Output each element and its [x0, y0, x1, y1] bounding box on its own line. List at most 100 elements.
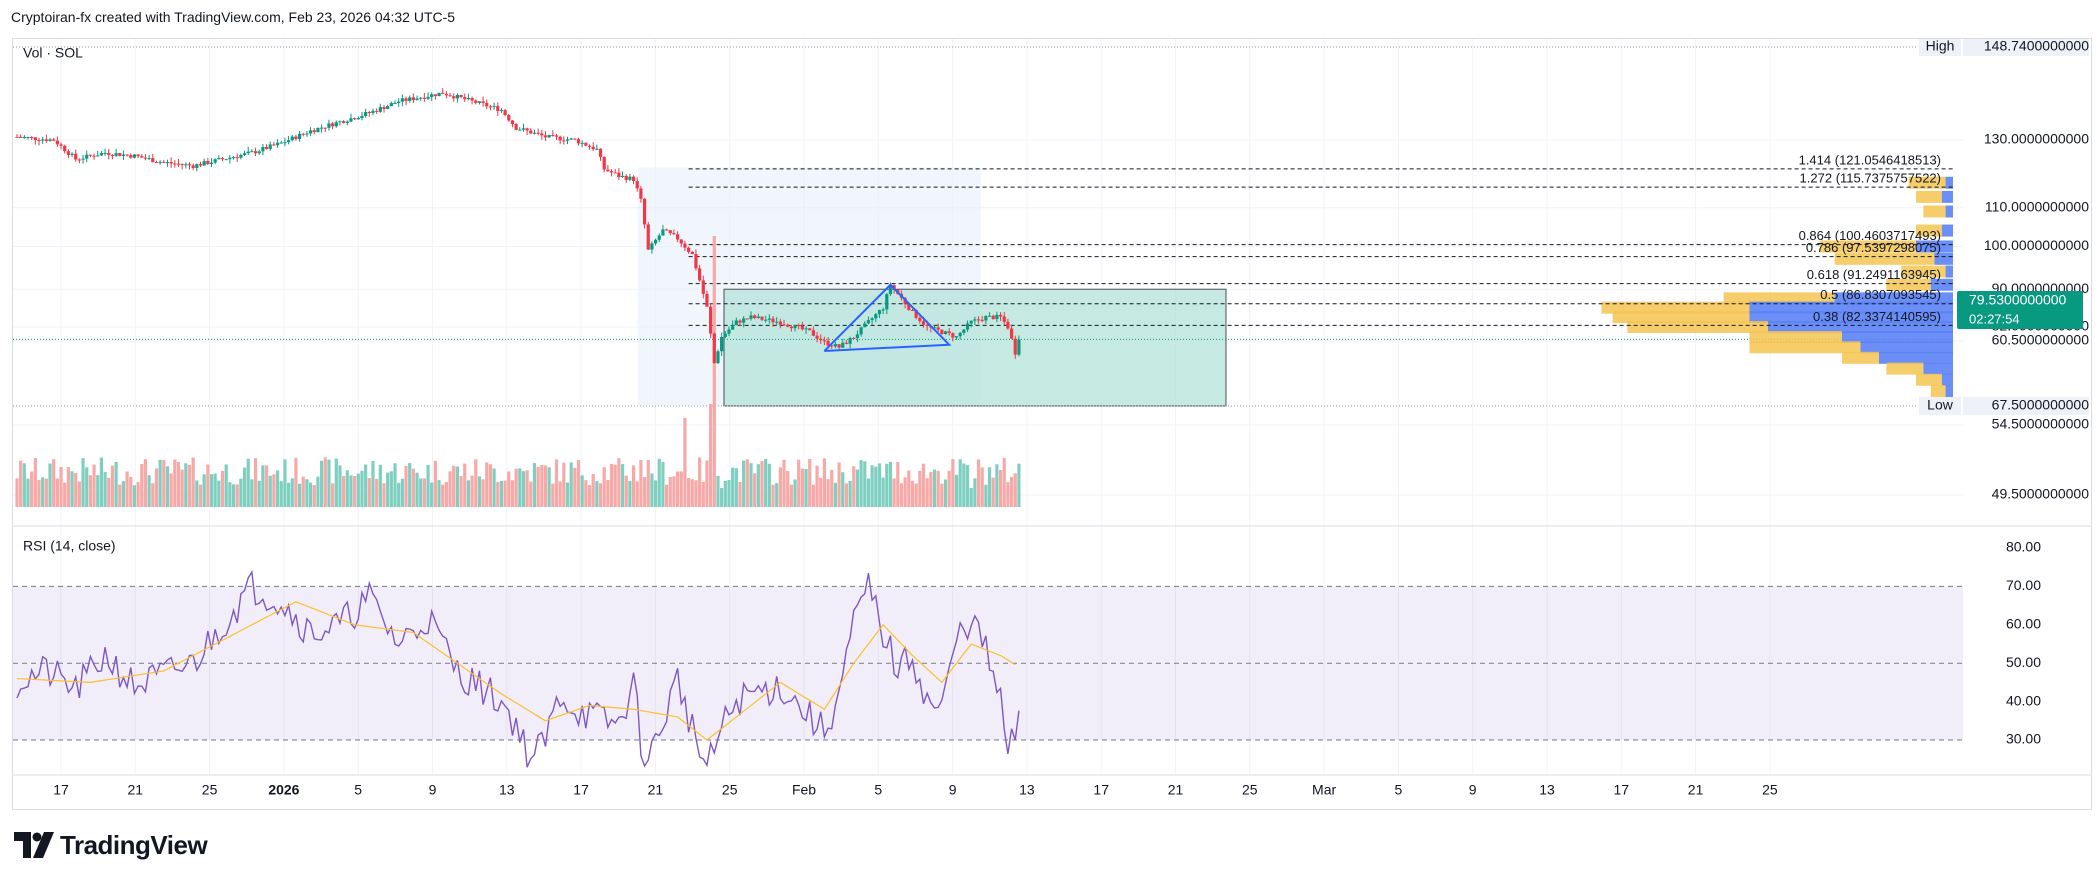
candlestick-chart[interactable]: 1.414 (121.0546418513) 1.272 (115.7375757… [13, 39, 2091, 809]
volume-bar [66, 467, 70, 507]
candle-body [99, 153, 104, 156]
chart-header: Cryptoiran-fx created with TradingView.c… [11, 9, 456, 25]
low-badge-value: 67.5000000000 [1992, 397, 2090, 413]
candle-body [1009, 328, 1014, 339]
volume-bar [731, 467, 735, 507]
volume-bar [595, 481, 599, 507]
volume-bar [389, 471, 393, 507]
candle-body [30, 137, 34, 139]
high-badge-label: High [1926, 39, 1955, 54]
rsi-axis-label: 60.00 [2006, 616, 2041, 632]
volume-bar [184, 463, 188, 507]
candle-body [760, 316, 764, 320]
volume-bar [92, 464, 96, 507]
candle-body [360, 115, 364, 119]
candle-body [342, 121, 346, 123]
high-badge-value: 148.7400000000 [1984, 39, 2089, 54]
volume-bar [767, 463, 771, 507]
candle-body [107, 152, 111, 155]
volume-bar [995, 464, 999, 507]
candle-body [121, 154, 126, 156]
volume-bar [576, 459, 581, 507]
volume-bar [242, 467, 247, 507]
candle-body [433, 94, 437, 97]
candle-body [742, 318, 746, 323]
candle-body [195, 164, 199, 168]
price-axis-label: 60.5000000000 [1992, 332, 2090, 348]
volume-bar [433, 460, 437, 507]
volume-bar [349, 475, 353, 507]
volume-bar [925, 478, 929, 507]
candle-body [70, 153, 74, 155]
candle-body [191, 165, 195, 168]
volume-bar [37, 479, 41, 507]
volume-bar [507, 471, 511, 507]
rsi-label: RSI (14, close) [23, 538, 116, 554]
volume-bar [521, 471, 526, 507]
volume-bar [551, 483, 555, 507]
candle-body [389, 103, 393, 107]
volume-bar [833, 482, 838, 507]
time-axis-label: 25 [202, 782, 218, 798]
volume-bar [275, 470, 280, 507]
volume-bar [290, 478, 294, 507]
volume-bar [459, 476, 463, 507]
volume-bar [804, 468, 808, 507]
candle-body [962, 329, 966, 333]
candle-body [786, 324, 790, 327]
candle-body [151, 158, 155, 163]
fib-level-label: 1.272 (115.7375757522) [1800, 171, 1941, 186]
volume-bar [452, 465, 456, 507]
volume-bar [44, 478, 48, 507]
volume-bar [180, 469, 184, 507]
candle-body [353, 118, 357, 120]
volume-bar [55, 478, 59, 507]
candle-body [213, 159, 217, 163]
time-axis-label: 21 [648, 782, 664, 798]
candle-body [477, 101, 482, 103]
candle-body [624, 175, 628, 180]
candle-body [74, 153, 78, 160]
candle-body [969, 320, 973, 324]
candle-body [980, 319, 984, 321]
volume-profile-bar-up [1916, 224, 1942, 237]
tradingview-logo[interactable]: TradingView [14, 830, 208, 860]
candle-body [863, 323, 867, 328]
candle-body [52, 139, 56, 141]
candle-body [180, 163, 184, 165]
volume-bar [954, 474, 959, 507]
time-axis-label: 9 [429, 782, 437, 798]
candle-body [503, 110, 507, 115]
candle-body [793, 325, 797, 329]
candle-body [44, 139, 48, 141]
candle-body [525, 128, 529, 131]
volume-bar [888, 461, 893, 507]
candle-body [349, 118, 353, 122]
candle-body [874, 314, 878, 319]
volume-bar [246, 458, 250, 507]
candle-body [808, 328, 812, 331]
volume-bar [951, 459, 955, 507]
volume-profile-bar-down [1768, 321, 1953, 333]
candle-body [96, 155, 100, 157]
candle-body [114, 153, 118, 156]
candle-body [444, 93, 448, 96]
chart-container[interactable]: 1.414 (121.0546418513) 1.272 (115.7375757… [12, 38, 2092, 810]
volume-bar [209, 474, 214, 507]
candle-body [452, 96, 456, 99]
candle-body [830, 345, 834, 347]
rsi-ma-line [16, 601, 1016, 741]
candle-body [551, 134, 555, 136]
candle-body [334, 122, 338, 127]
candle-body [771, 318, 775, 323]
candle-body [635, 181, 639, 189]
volume-bar [617, 458, 621, 507]
volume-bar [1017, 463, 1021, 507]
candle-body [375, 110, 379, 112]
candle-body [158, 161, 162, 163]
volume-bar [231, 484, 236, 507]
volume-bar [815, 465, 819, 507]
volume-bar [268, 475, 272, 507]
volume-bar [110, 465, 115, 507]
volume-profile-bar-down [1941, 224, 1953, 237]
